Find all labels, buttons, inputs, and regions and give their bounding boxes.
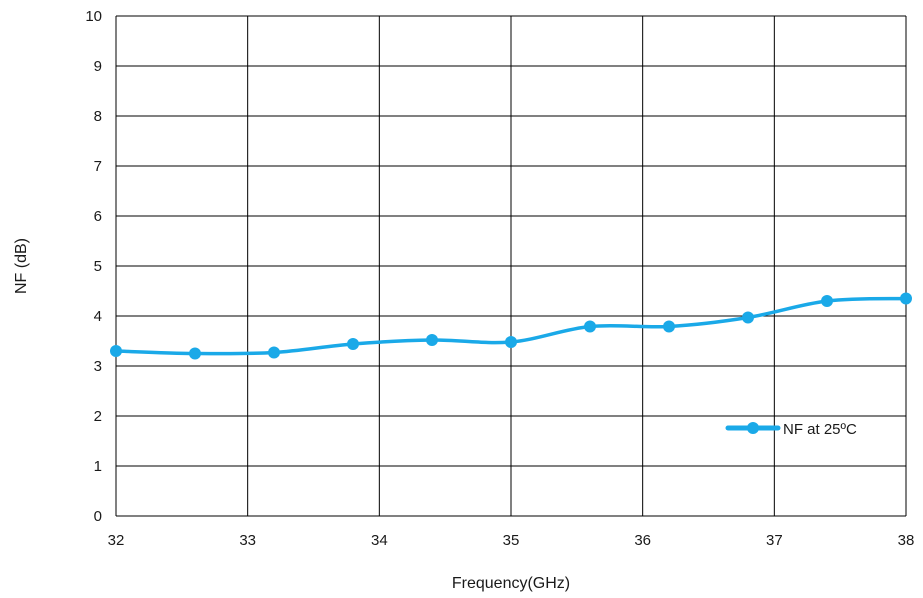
data-point — [663, 320, 675, 333]
grid — [115, 15, 907, 517]
y-tick-label: 1 — [94, 458, 102, 475]
x-axis-ticks: 32 33 34 35 36 37 38 — [108, 532, 915, 549]
data-point — [584, 320, 596, 333]
data-point — [900, 292, 912, 305]
x-tick-label: 37 — [766, 532, 783, 549]
y-axis-ticks: 0 1 2 3 4 5 6 7 8 9 10 — [85, 8, 102, 525]
x-tick-label: 34 — [371, 532, 388, 549]
data-point — [347, 338, 359, 350]
data-point — [189, 347, 201, 360]
y-tick-label: 10 — [85, 8, 102, 25]
y-tick-label: 5 — [94, 258, 102, 275]
y-axis-title: NF (dB) — [13, 238, 30, 294]
legend: NF at 25ºC — [725, 421, 857, 438]
data-point — [110, 345, 122, 357]
y-tick-label: 0 — [94, 508, 102, 525]
x-tick-label: 36 — [634, 532, 651, 549]
y-tick-label: 9 — [94, 58, 102, 75]
data-point — [742, 311, 754, 324]
x-tick-label: 35 — [503, 532, 520, 549]
legend-label: NF at 25ºC — [783, 421, 857, 438]
data-point — [505, 336, 517, 348]
x-tick-label: 38 — [898, 532, 915, 549]
y-tick-label: 8 — [94, 108, 102, 125]
x-tick-label: 32 — [108, 532, 125, 549]
x-axis-title: Frequency(GHz) — [452, 575, 570, 592]
y-tick-label: 4 — [94, 308, 102, 325]
data-point — [821, 295, 833, 307]
y-tick-label: 7 — [94, 158, 102, 175]
y-tick-label: 3 — [94, 358, 102, 375]
y-tick-label: 2 — [94, 408, 102, 425]
legend-swatch-marker — [747, 422, 759, 434]
data-point — [268, 346, 280, 359]
y-tick-label: 6 — [94, 208, 102, 225]
data-point — [426, 334, 438, 346]
series-layer — [110, 292, 912, 360]
x-tick-label: 33 — [239, 532, 256, 549]
